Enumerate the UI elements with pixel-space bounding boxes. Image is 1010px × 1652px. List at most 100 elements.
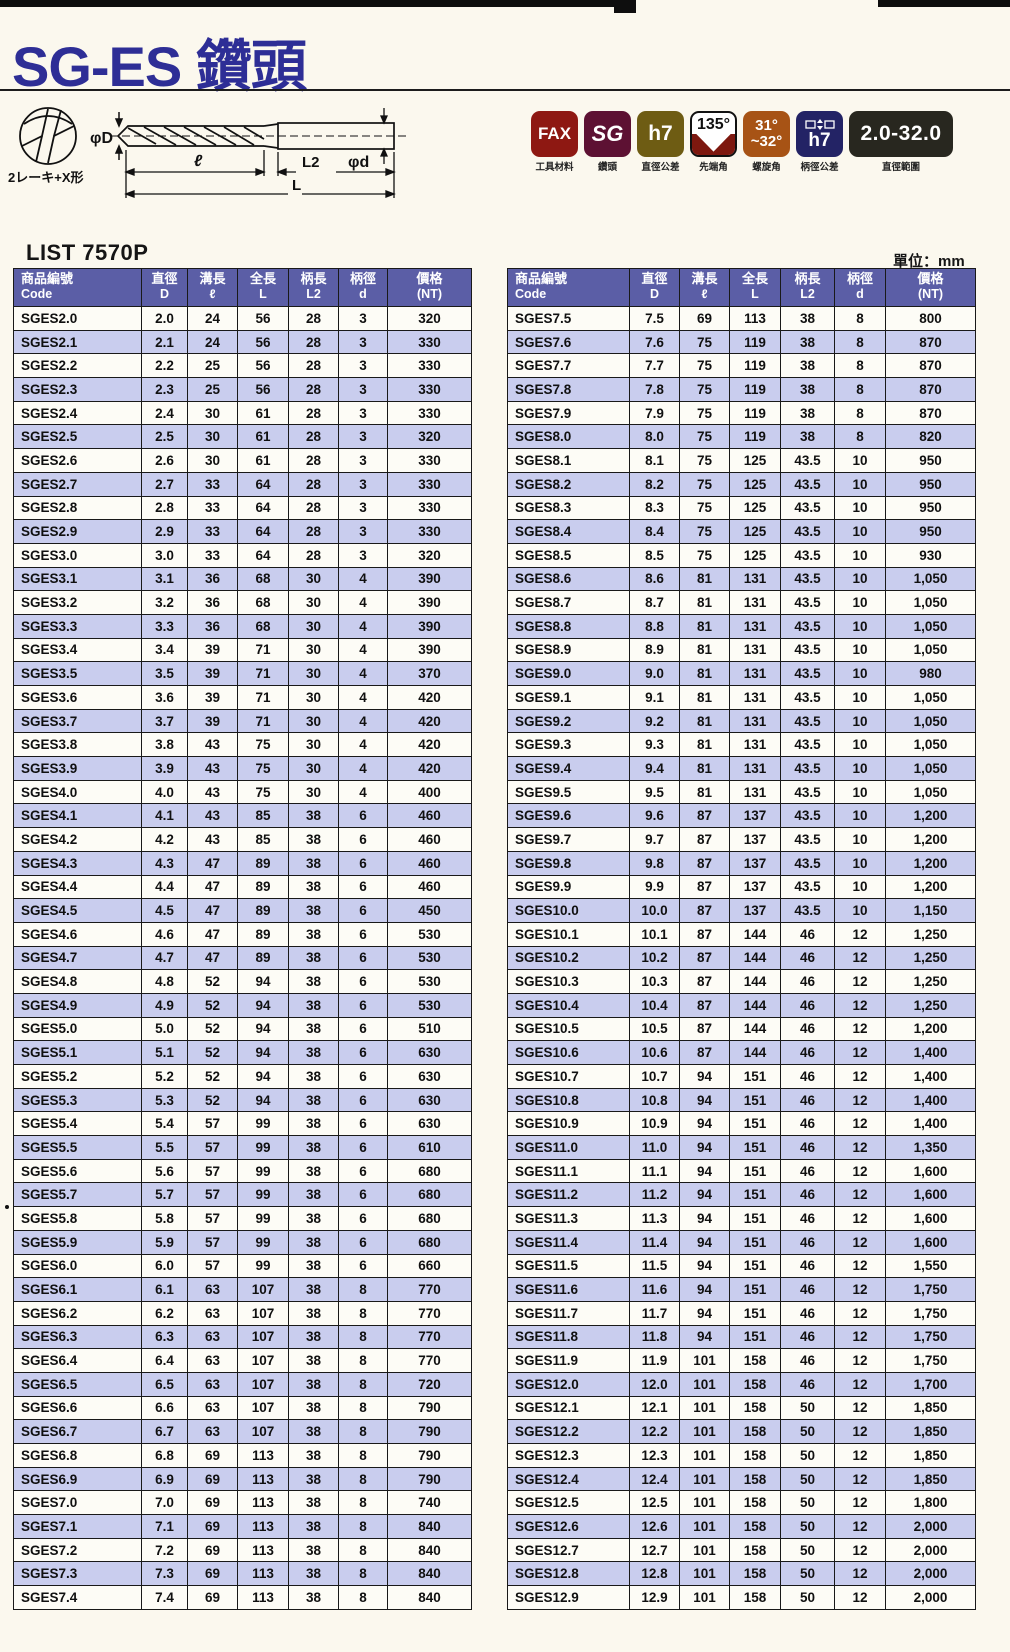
badge-caption: 鑽頭 (597, 162, 617, 173)
spec-value: 131 (729, 661, 781, 686)
product-code: SGES7.8 (507, 377, 630, 402)
spec-value: 85 (237, 803, 289, 829)
spec-value: 75 (679, 542, 730, 568)
table-row: SGES3.0 3.0 33 64 28 3 320 (13, 542, 472, 568)
spec-value: 4 (338, 756, 388, 781)
spec-value: 38 (288, 1229, 339, 1255)
product-code: SGES4.9 (13, 992, 142, 1018)
table-row: SGES11.4 11.4 94 151 46 12 1,600 (507, 1229, 976, 1255)
product-code: SGES12.2 (507, 1419, 630, 1444)
spec-value: 1,050 (885, 590, 976, 615)
column-header: 全長 L (237, 268, 289, 307)
point-angle-icon: 135° (690, 111, 737, 157)
spec-value: 8 (834, 306, 886, 331)
spec-value: 3.5 (141, 661, 188, 686)
product-code: SGES11.0 (507, 1135, 630, 1160)
table-row: SGES12.3 12.3 101 158 50 12 1,850 (507, 1443, 976, 1468)
spec-value: 330 (387, 471, 472, 497)
spec-value: 1,850 (885, 1395, 976, 1421)
spec-value: 30 (288, 613, 339, 639)
spec-value: 10 (834, 779, 886, 805)
spec-value: 43.5 (780, 471, 835, 497)
spec-value: 6 (338, 850, 388, 876)
product-code: SGES4.1 (13, 803, 142, 829)
spec-value: 94 (237, 1016, 289, 1042)
spec-value: 12 (834, 1040, 886, 1065)
table-row: SGES9.6 9.6 87 137 43.5 10 1,200 (507, 803, 976, 829)
spec-value: 6 (338, 1229, 388, 1255)
spec-value: 28 (288, 471, 339, 497)
product-code: SGES6.1 (13, 1277, 142, 1302)
spec-value: 680 (387, 1206, 472, 1231)
spec-value: 8 (338, 1443, 388, 1468)
spec-value: 38 (288, 921, 339, 947)
column-header: 價格 (NT) (387, 268, 472, 307)
spec-value: 81 (679, 661, 730, 686)
spec-value: 12 (834, 1419, 886, 1444)
spec-value: 12 (834, 1466, 886, 1492)
spec-value: 12 (834, 1561, 886, 1587)
spec-value: 107 (237, 1348, 289, 1373)
table-row: SGES3.8 3.8 43 75 30 4 420 (13, 732, 472, 758)
table-row: SGES3.2 3.2 36 68 30 4 390 (13, 590, 472, 615)
spec-value: 71 (237, 637, 289, 663)
spec-value: 47 (187, 874, 238, 900)
spec-value: 10 (834, 803, 886, 829)
product-code: SGES8.7 (507, 590, 630, 615)
spec-value: 52 (187, 1064, 238, 1089)
spec-value: 56 (237, 306, 289, 331)
spec-value: 81 (679, 566, 730, 592)
spec-value: 39 (187, 637, 238, 663)
spec-value: 46 (780, 1229, 835, 1255)
product-code: SGES3.8 (13, 732, 142, 758)
shank-dia-label: φd (348, 154, 369, 171)
spec-value: 87 (679, 921, 730, 947)
product-code: SGES10.2 (507, 945, 630, 971)
spec-value: 4.2 (141, 827, 188, 852)
spec-value: 38 (288, 1419, 339, 1444)
spec-value: 68 (237, 613, 289, 639)
spec-value: 1,600 (885, 1206, 976, 1231)
spec-value: 144 (729, 1016, 781, 1042)
column-header: 柄長 L2 (780, 268, 835, 307)
spec-value: 1,200 (885, 827, 976, 852)
spec-value: 12 (834, 921, 886, 947)
product-code: SGES2.7 (13, 471, 142, 497)
spec-value: 8.9 (629, 637, 680, 663)
product-code: SGES4.8 (13, 969, 142, 994)
table-row: SGES9.3 9.3 81 131 43.5 10 1,050 (507, 732, 976, 758)
product-code: SGES11.3 (507, 1206, 630, 1231)
spec-value: 420 (387, 732, 472, 758)
spec-value: 8.1 (629, 448, 680, 473)
spec-value: 6 (338, 1087, 388, 1113)
spec-value: 36 (187, 566, 238, 592)
table-row: SGES4.8 4.8 52 94 38 6 530 (13, 969, 472, 994)
spec-table-right: 商品編號 Code 直徑 D 溝長 ℓ 全長 L 柄長 L2 柄徑 d 價格 (NT) SGES7.5 7.5… (507, 268, 976, 1610)
table-row: SGES5.9 5.9 57 99 38 6 680 (13, 1229, 472, 1255)
spec-value: 71 (237, 661, 289, 686)
product-code: SGES7.6 (507, 329, 630, 355)
spec-value: 63 (187, 1300, 238, 1326)
spec-value: 2.1 (141, 329, 188, 355)
badge-point-angle: 135° 先端角 (690, 111, 737, 173)
table-row: SGES10.8 10.8 94 151 46 12 1,400 (507, 1087, 976, 1113)
spec-value: 43.5 (780, 898, 835, 923)
spec-value: 12 (834, 1064, 886, 1089)
spec-value: 3 (338, 471, 388, 497)
spec-value: 99 (237, 1253, 289, 1279)
spec-value: 131 (729, 637, 781, 663)
spec-value: 107 (237, 1277, 289, 1302)
spec-value: 610 (387, 1135, 472, 1160)
spec-value: 530 (387, 945, 472, 971)
spec-value: 2.4 (141, 400, 188, 426)
dia-label: φD (90, 130, 113, 147)
spec-value: 4.3 (141, 850, 188, 876)
badge-tool-material: FAX 工具材料 (531, 111, 578, 173)
spec-value: 790 (387, 1419, 472, 1444)
spec-value: 158 (729, 1395, 781, 1421)
product-code: SGES12.9 (507, 1585, 630, 1610)
spec-value: 790 (387, 1395, 472, 1421)
badge-diameter-tolerance: h7 直徑公差 (637, 111, 684, 173)
spec-value: 89 (237, 874, 289, 900)
spec-value: 12.2 (629, 1419, 680, 1444)
